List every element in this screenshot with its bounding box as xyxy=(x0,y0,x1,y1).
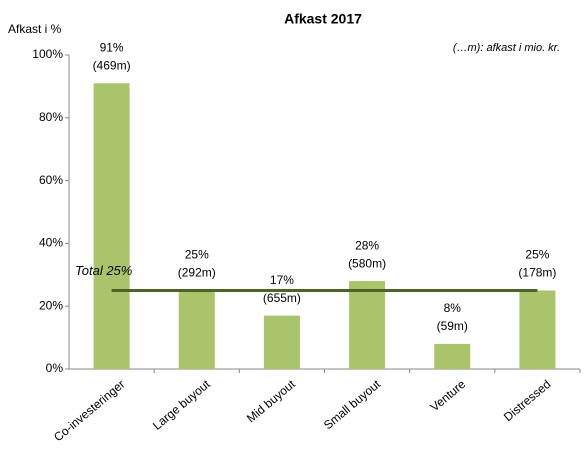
y-tick-label: 80% xyxy=(39,110,63,124)
bar xyxy=(434,343,471,369)
amount-label: (655m) xyxy=(263,291,301,305)
x-tick-label: Distressed xyxy=(501,377,553,424)
bar xyxy=(519,290,556,369)
y-tick-label: 40% xyxy=(39,236,63,250)
x-tick-label: Small buyout xyxy=(321,377,384,433)
bar xyxy=(178,290,215,369)
annotation: (…m): afkast i mio. kr. xyxy=(453,42,560,54)
value-label: 28% xyxy=(355,238,379,252)
amount-label: (178m) xyxy=(518,266,556,280)
x-tick-label: Mid buyout xyxy=(244,377,298,426)
value-label: 17% xyxy=(270,273,294,287)
bar xyxy=(93,83,130,369)
x-tick-label: Co-investeringer xyxy=(51,377,127,444)
amount-label: (580m) xyxy=(348,256,386,270)
chart-title: Afkast 2017 xyxy=(284,11,362,27)
y-tick-label: 20% xyxy=(39,298,63,312)
value-label: 25% xyxy=(525,248,549,262)
y-tick-label: 100% xyxy=(32,47,63,61)
total-label: Total 25% xyxy=(75,263,132,278)
value-label: 91% xyxy=(100,40,124,54)
value-label: 25% xyxy=(185,248,209,262)
amount-label: (59m) xyxy=(437,319,468,333)
bar xyxy=(349,281,386,369)
value-label: 8% xyxy=(444,301,462,315)
amount-label: (292m) xyxy=(178,266,216,280)
bar xyxy=(263,315,300,369)
x-tick-label: Venture xyxy=(428,377,469,415)
y-tick-label: 0% xyxy=(46,361,64,375)
x-tick-label: Large buyout xyxy=(150,377,213,433)
y-tick-label: 60% xyxy=(39,173,63,187)
y-axis-label: Afkast i % xyxy=(8,22,62,36)
amount-label: (469m) xyxy=(93,58,131,72)
